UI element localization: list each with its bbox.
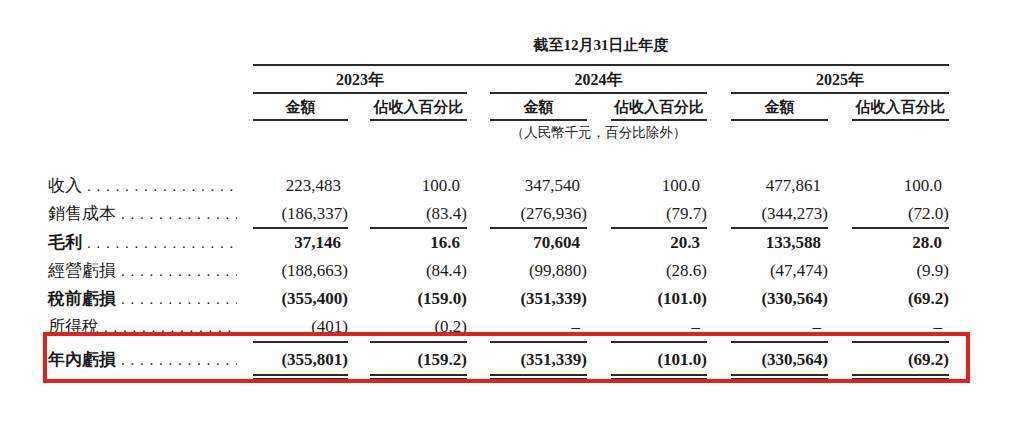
cell-2025-amount: 477,861	[731, 172, 828, 200]
row-label-cell: 毛利	[48, 229, 253, 257]
cell-2024-amount: 347,540	[490, 172, 587, 200]
table-body: 收入 223,483 100.0 347,540 100.0 477,861 1…	[48, 172, 949, 380]
cell-2023-percent: (159.0)	[370, 285, 467, 313]
row-label-cell: 收入	[48, 172, 253, 200]
year-header-row: 2023年 2024年 2025年	[253, 69, 949, 94]
cell-2025-amount: (344,273)	[731, 200, 828, 229]
table-row-revenue: 收入 223,483 100.0 347,540 100.0 477,861 1…	[48, 172, 949, 200]
total-value: (159.2)	[370, 346, 467, 373]
cell-2024-amount: (351,339)	[490, 285, 587, 313]
year-header-2024: 2024年	[490, 69, 707, 94]
total-value: (351,339)	[490, 346, 587, 373]
header-top-rule	[253, 64, 949, 66]
dot-leader	[87, 229, 237, 257]
cell-2024-amount: (99,880)	[490, 257, 587, 285]
year-header-2023: 2023年	[253, 69, 467, 94]
cell-2023-percent: (159.2)	[370, 341, 467, 380]
cell-2023-percent: (84.4)	[370, 257, 467, 285]
table-row-gross-profit: 毛利 37,146 16.6 70,604 20.3 133,588 28.0	[48, 229, 949, 257]
cell-2024-percent: (28.6)	[611, 257, 707, 285]
double-underline	[731, 374, 828, 380]
col-header-percent-2025: 佔收入百分比	[852, 97, 949, 121]
row-label: 收入	[48, 172, 82, 199]
col-header-amount-2023: 金額	[253, 97, 348, 121]
financial-statement-page: 截至12月31日止年度 2023年 2024年 2025年 金額 佔收入百分比 …	[0, 0, 1012, 433]
cell-2024-amount: 70,604	[490, 229, 587, 257]
cell-2023-amount: (355,801)	[253, 341, 348, 380]
double-underline	[370, 374, 467, 380]
cell-2025-percent: (72.0)	[852, 200, 949, 229]
table-row-income-tax: 所得稅 (401) (0.2) – – – –	[48, 313, 949, 341]
row-label-cell: 銷售成本	[48, 200, 253, 229]
col-header-percent-2023: 佔收入百分比	[370, 97, 467, 121]
cell-2024-percent: (79.7)	[611, 200, 707, 229]
currency-unit-note: （人民幣千元，百分比除外）	[490, 124, 707, 142]
total-value: (69.2)	[852, 346, 949, 373]
cell-2025-percent: 100.0	[852, 172, 949, 200]
double-underline	[490, 374, 587, 380]
double-underline	[852, 374, 949, 380]
dot-leader	[121, 285, 237, 313]
cell-2024-percent: 100.0	[611, 172, 707, 200]
year-header-2025: 2025年	[731, 69, 949, 94]
income-statement-table: 截至12月31日止年度 2023年 2024年 2025年 金額 佔收入百分比 …	[48, 34, 949, 380]
cell-2025-percent: (9.9)	[852, 257, 949, 285]
cell-2023-amount: (355,400)	[253, 285, 348, 313]
double-underline	[611, 374, 707, 380]
cell-2025-percent: 28.0	[852, 229, 949, 257]
cell-2024-amount: (351,339)	[490, 341, 587, 380]
dot-leader	[121, 200, 237, 228]
dot-leader	[104, 313, 237, 341]
cell-2023-percent: 16.6	[370, 229, 467, 257]
table-row-operating-loss: 經營虧損 (188,663) (84.4) (99,880) (28.6) (4…	[48, 257, 949, 285]
cell-2023-amount: (186,337)	[253, 200, 348, 229]
table-title: 截至12月31日止年度	[253, 34, 949, 56]
cell-2023-amount: (401)	[253, 313, 348, 341]
row-label: 經營虧損	[48, 257, 116, 284]
row-label-cell: 年內虧損	[48, 341, 253, 380]
cell-2025-amount: (330,564)	[731, 341, 828, 380]
cell-2023-amount: 37,146	[253, 229, 348, 257]
table-row-loss-before-tax: 稅前虧損 (355,400) (159.0) (351,339) (101.0)…	[48, 285, 949, 313]
cell-2024-percent: –	[611, 313, 707, 341]
cell-2023-amount: (188,663)	[253, 257, 348, 285]
cell-2023-amount: 223,483	[253, 172, 348, 200]
dot-leader	[121, 257, 237, 285]
cell-2024-percent: 20.3	[611, 229, 707, 257]
col-header-amount-2025: 金額	[731, 97, 828, 121]
total-value: (101.0)	[611, 346, 707, 373]
row-label: 毛利	[48, 229, 82, 256]
row-label: 稅前虧損	[48, 285, 116, 312]
cell-2024-percent: (101.0)	[611, 341, 707, 380]
dot-leader	[121, 346, 237, 374]
col-header-amount-2024: 金額	[490, 97, 587, 121]
row-label: 年內虧損	[48, 346, 116, 373]
cell-2025-amount: 133,588	[731, 229, 828, 257]
cell-2025-percent: –	[852, 313, 949, 341]
row-label: 銷售成本	[48, 200, 116, 227]
cell-2023-percent: (83.4)	[370, 200, 467, 229]
col-header-percent-2024: 佔收入百分比	[611, 97, 707, 121]
total-value: (355,801)	[253, 346, 348, 373]
row-label-cell: 經營虧損	[48, 257, 253, 285]
cell-2023-percent: (0.2)	[370, 313, 467, 341]
total-value: (330,564)	[731, 346, 828, 373]
column-header-row: 金額 佔收入百分比 金額 佔收入百分比 金額 佔收入百分比	[253, 97, 949, 121]
row-label: 所得稅	[48, 313, 99, 340]
cell-2024-amount: (276,936)	[490, 200, 587, 229]
table-row-loss-for-the-year: 年內虧損 (355,801) (159.2) (351,339) (101.0)	[48, 341, 949, 380]
cell-2024-percent: (101.0)	[611, 285, 707, 313]
table-row-cost-of-sales: 銷售成本 (186,337) (83.4) (276,936) (79.7) (…	[48, 200, 949, 229]
cell-2025-amount: (47,474)	[731, 257, 828, 285]
cell-2025-percent: (69.2)	[852, 341, 949, 380]
row-label-cell: 稅前虧損	[48, 285, 253, 313]
dot-leader	[87, 172, 237, 200]
cell-2025-percent: (69.2)	[852, 285, 949, 313]
cell-2023-percent: 100.0	[370, 172, 467, 200]
cell-2025-amount: –	[731, 313, 828, 341]
double-underline	[253, 374, 348, 380]
cell-2025-amount: (330,564)	[731, 285, 828, 313]
cell-2024-amount: –	[490, 313, 587, 341]
row-label-cell: 所得稅	[48, 313, 253, 341]
